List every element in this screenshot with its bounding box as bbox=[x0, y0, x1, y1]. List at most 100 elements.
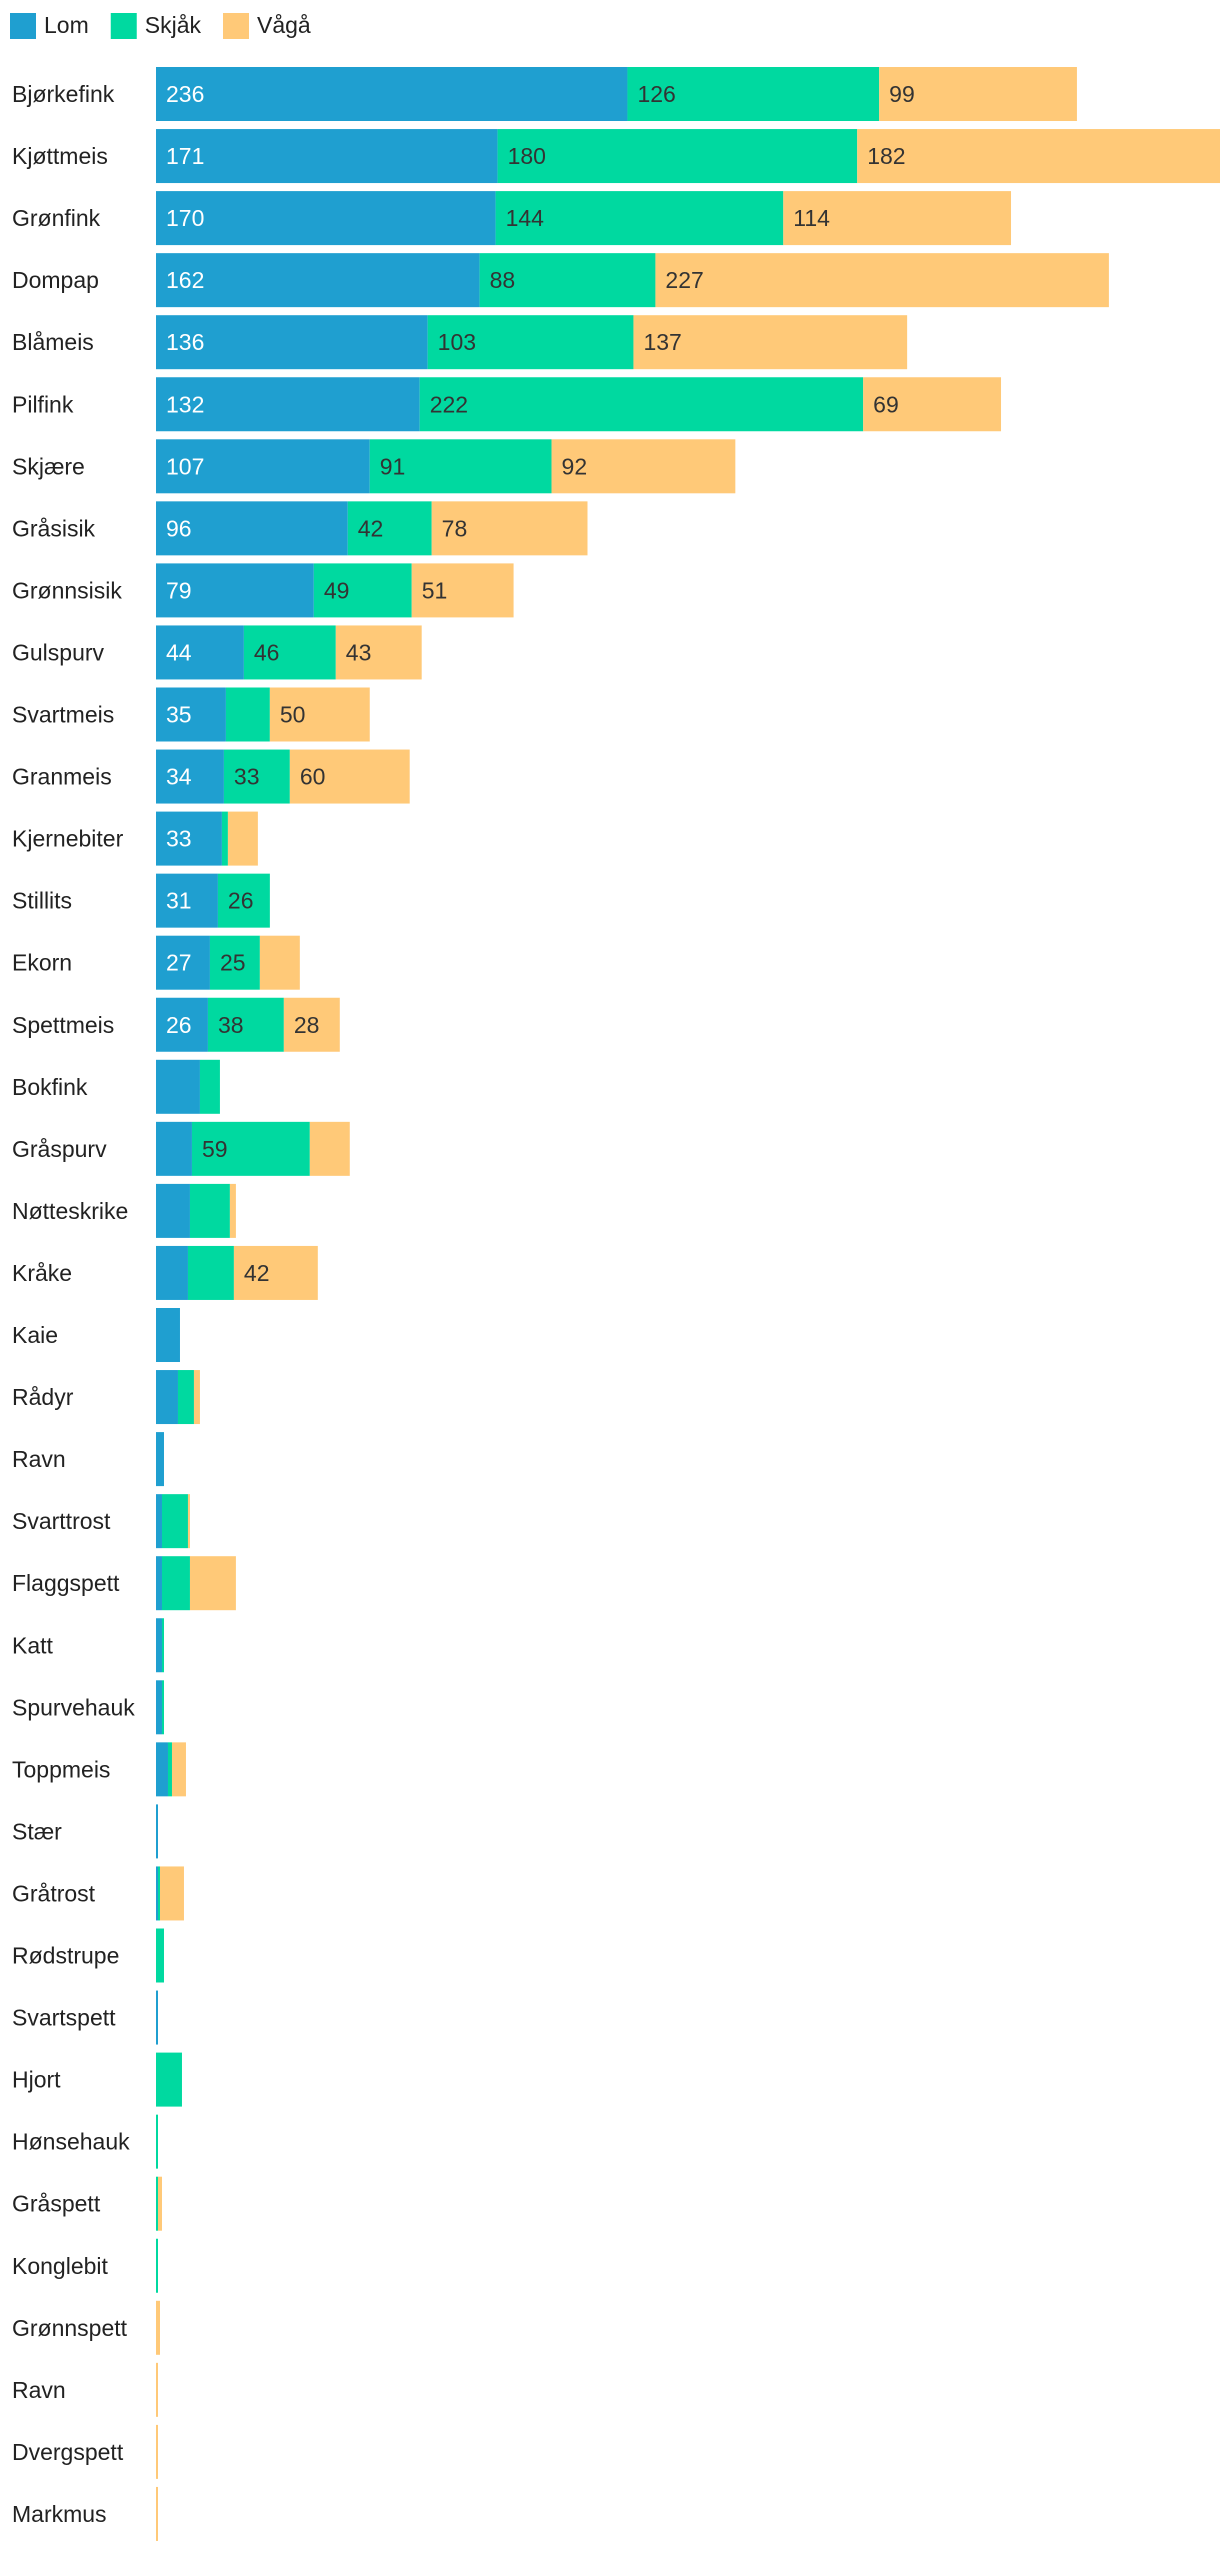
data-label-lom: 79 bbox=[166, 577, 192, 603]
bar-segment-skjak bbox=[479, 253, 656, 308]
bar-segment-lom bbox=[156, 563, 314, 618]
bar-segment-lom bbox=[156, 811, 222, 866]
category-label: Spettmeis bbox=[12, 1012, 114, 1038]
bar-segment-skjak bbox=[157, 1866, 160, 1921]
bar-segment-lom bbox=[156, 687, 226, 742]
bar-segment-lom bbox=[156, 935, 210, 990]
data-label-lom: 27 bbox=[166, 950, 192, 976]
category-label: Markmus bbox=[12, 2501, 107, 2527]
bar-segment-lom bbox=[156, 1680, 162, 1735]
category-label: Svartspett bbox=[12, 2005, 116, 2031]
data-label-lom: 236 bbox=[166, 81, 204, 107]
bar-segment-lom bbox=[156, 1308, 180, 1362]
bar-segment-lom bbox=[156, 1804, 158, 1859]
bar-segment-vaga bbox=[193, 1370, 200, 1425]
bar-segment-lom bbox=[156, 1742, 168, 1797]
bar-segment-lom bbox=[156, 1556, 162, 1611]
bar-segment-vaga bbox=[879, 67, 1077, 121]
category-label: Granmeis bbox=[12, 764, 112, 790]
category-label: Grønnspett bbox=[12, 2315, 128, 2341]
bar-segment-skjak bbox=[347, 501, 432, 556]
data-label-vaga: 43 bbox=[346, 639, 372, 665]
category-label: Stillits bbox=[12, 888, 72, 914]
bar-segment-vaga bbox=[156, 2486, 158, 2541]
category-label: Bjørkefink bbox=[12, 81, 115, 107]
category-label: Hønsehauk bbox=[12, 2129, 130, 2155]
bar-segment-skjak bbox=[497, 129, 858, 184]
category-label: Gråspurv bbox=[12, 1136, 107, 1162]
bar-segment-skjak bbox=[187, 1245, 234, 1300]
category-label: Flaggspett bbox=[12, 1570, 120, 1596]
legend-swatch-skjak bbox=[110, 13, 137, 39]
category-label: Grønfink bbox=[12, 205, 101, 231]
data-label-skjak: 144 bbox=[506, 205, 545, 231]
legend-label-vaga: Vågå bbox=[257, 12, 311, 38]
bar-segment-lom bbox=[156, 1121, 192, 1176]
bar-segment-skjak bbox=[243, 625, 336, 680]
data-label-lom: 171 bbox=[166, 143, 204, 169]
category-label: Rådyr bbox=[12, 1384, 74, 1410]
bar-segment-vaga bbox=[551, 439, 736, 494]
bar-segment-vaga bbox=[857, 129, 1220, 184]
legend-swatch-vaga bbox=[223, 13, 249, 39]
legend-label-lom: Lom bbox=[44, 12, 89, 38]
category-label: Grønnsisik bbox=[12, 577, 122, 603]
data-label-lom: 44 bbox=[166, 639, 192, 665]
bar-segment-skjak bbox=[191, 1121, 310, 1176]
data-label-skjak: 180 bbox=[508, 143, 546, 169]
data-label-skjak: 25 bbox=[220, 950, 246, 976]
category-label: Dvergspett bbox=[12, 2439, 124, 2465]
bar-segment-skjak bbox=[161, 1494, 188, 1549]
category-label: Kjøttmeis bbox=[12, 143, 108, 169]
bar-segment-lom bbox=[156, 1866, 158, 1921]
bar-segment-lom bbox=[156, 625, 244, 680]
bar-segment-skjak bbox=[225, 687, 270, 742]
data-label-vaga: 42 bbox=[244, 1260, 270, 1286]
category-label: Ravn bbox=[12, 2377, 66, 2403]
data-label-skjak: 26 bbox=[228, 888, 254, 914]
category-label: Ekorn bbox=[12, 950, 72, 976]
data-label-vaga: 182 bbox=[867, 143, 905, 169]
bar-segment-skjak bbox=[313, 563, 412, 618]
bar-segment-lom bbox=[156, 1370, 178, 1425]
data-label-skjak: 42 bbox=[358, 515, 384, 541]
bar-segment-lom bbox=[156, 1183, 190, 1238]
category-label: Dompap bbox=[12, 267, 99, 293]
data-label-vaga: 227 bbox=[665, 267, 703, 293]
bar-segment-lom bbox=[156, 377, 420, 432]
bar-segment-vaga bbox=[233, 1245, 318, 1300]
bar-segment-vaga bbox=[655, 253, 1109, 308]
bar-segment-skjak bbox=[207, 997, 284, 1052]
bar-segment-skjak bbox=[369, 439, 552, 494]
bar-segment-lom bbox=[156, 1494, 162, 1549]
bar-segment-lom bbox=[156, 1059, 200, 1114]
bar-segment-skjak bbox=[167, 1742, 172, 1797]
data-label-lom: 170 bbox=[166, 205, 204, 231]
data-label-vaga: 114 bbox=[793, 205, 830, 231]
data-label-vaga: 137 bbox=[643, 329, 681, 355]
bar-segment-skjak bbox=[156, 2238, 158, 2293]
category-label: Toppmeis bbox=[12, 1756, 110, 1782]
bar-segment-skjak bbox=[427, 315, 634, 370]
bar-segment-skjak bbox=[177, 1370, 194, 1425]
category-label: Skjære bbox=[12, 453, 85, 479]
data-label-lom: 35 bbox=[166, 702, 192, 728]
data-label-lom: 162 bbox=[166, 267, 204, 293]
bar-segment-skjak bbox=[223, 749, 290, 804]
bar-segment-lom bbox=[156, 749, 224, 804]
bar-segment-skjak bbox=[627, 67, 880, 121]
bar-segment-lom bbox=[156, 1245, 188, 1300]
category-label: Stær bbox=[12, 1818, 62, 1844]
bar-segment-vaga bbox=[783, 191, 1012, 246]
bar-segment-skjak bbox=[156, 2176, 158, 2231]
bar-segment-lom bbox=[156, 873, 218, 928]
bar-segment-skjak bbox=[217, 873, 270, 928]
data-label-lom: 96 bbox=[166, 515, 192, 541]
bar-segment-lom bbox=[156, 501, 348, 556]
data-label-vaga: 60 bbox=[300, 764, 326, 790]
bar-segment-vaga bbox=[227, 811, 258, 866]
category-label: Spurvehauk bbox=[12, 1694, 135, 1720]
bar-segment-skjak bbox=[161, 1556, 190, 1611]
data-label-skjak: 49 bbox=[324, 577, 350, 603]
